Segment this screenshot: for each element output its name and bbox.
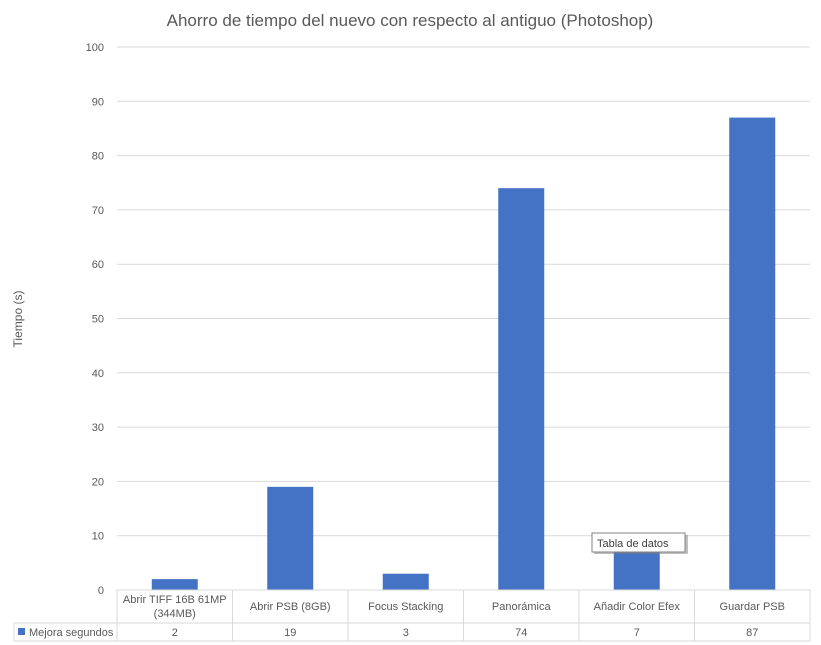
y-tick-label: 20 bbox=[92, 476, 104, 488]
chart-title: Ahorro de tiempo del nuevo con respecto … bbox=[167, 11, 654, 30]
bar[interactable] bbox=[498, 188, 545, 590]
y-tick-label: 80 bbox=[92, 151, 104, 163]
series-name: Mejora segundos bbox=[29, 627, 114, 639]
table-value: 2 bbox=[172, 627, 178, 639]
bar[interactable] bbox=[267, 486, 314, 590]
y-tick-label: 0 bbox=[98, 585, 104, 597]
y-axis-ticks: 0 10 20 30 40 50 60 70 80 90 100 bbox=[86, 42, 104, 597]
table-value: 87 bbox=[746, 627, 758, 639]
gridlines bbox=[117, 46, 810, 537]
bar[interactable] bbox=[613, 551, 660, 590]
table-value: 7 bbox=[634, 627, 640, 639]
y-tick-label: 10 bbox=[92, 531, 104, 543]
category-label: Panorámica bbox=[492, 601, 552, 613]
category-label: Añadir Color Efex bbox=[594, 601, 681, 613]
category-label: Focus Stacking bbox=[368, 601, 443, 613]
y-tick-label: 60 bbox=[92, 259, 104, 271]
tooltip-text: Tabla de datos bbox=[597, 538, 669, 550]
y-tick-label: 100 bbox=[86, 42, 104, 54]
bar[interactable] bbox=[382, 573, 429, 590]
bars[interactable] bbox=[151, 117, 776, 590]
data-table: Abrir TIFF 16B 61MP (344MB) Abrir PSB (8GB… bbox=[13, 589, 811, 642]
y-axis-label: Tiempo (s) bbox=[11, 291, 25, 348]
table-value: 3 bbox=[403, 627, 409, 639]
category-label: Abrir TIFF 16B 61MP bbox=[123, 594, 227, 606]
category-label: Abrir PSB (8GB) bbox=[250, 601, 331, 613]
table-value: 19 bbox=[284, 627, 296, 639]
y-tick-label: 30 bbox=[92, 422, 104, 434]
bar[interactable] bbox=[151, 579, 198, 590]
table-value: 74 bbox=[515, 627, 527, 639]
y-tick-label: 50 bbox=[92, 314, 104, 326]
data-table-tooltip: Tabla de datos bbox=[591, 532, 688, 554]
y-tick-label: 40 bbox=[92, 368, 104, 380]
y-tick-label: 70 bbox=[92, 205, 104, 217]
bar[interactable] bbox=[729, 117, 776, 590]
legend-key bbox=[18, 628, 25, 635]
category-label: (344MB) bbox=[154, 608, 196, 620]
category-label: Guardar PSB bbox=[720, 601, 785, 613]
y-tick-label: 90 bbox=[92, 96, 104, 108]
